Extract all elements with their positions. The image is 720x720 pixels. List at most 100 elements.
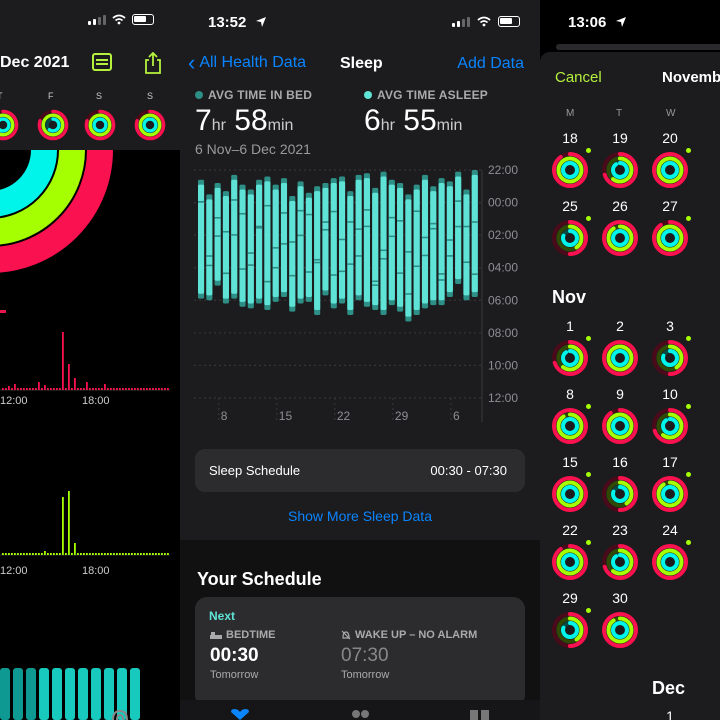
- calendar-icon[interactable]: [92, 53, 112, 71]
- calendar-day[interactable]: 1: [566, 318, 574, 334]
- activity-ring-day[interactable]: [550, 406, 590, 446]
- minutes-value: 58: [234, 104, 268, 137]
- chart-bar: [140, 553, 142, 555]
- awake-gap: [421, 254, 429, 257]
- activity-ring-day[interactable]: [650, 542, 690, 582]
- activity-ring-mini[interactable]: [133, 108, 167, 142]
- chart-bar: [23, 388, 25, 390]
- heart-icon[interactable]: [230, 709, 250, 720]
- activity-ring-day[interactable]: [550, 338, 590, 378]
- wake-up-column: WAKE UP – NO ALARM 07:30 Tomorrow: [341, 629, 477, 681]
- awake-gap: [289, 241, 296, 243]
- back-button[interactable]: ‹ All Health Data: [188, 52, 306, 74]
- x-tick-label: 22: [337, 409, 351, 423]
- asleep-bar: [280, 183, 288, 293]
- activity-ring-day[interactable]: [600, 474, 640, 514]
- share-icon[interactable]: [144, 52, 162, 74]
- cancel-button[interactable]: Cancel: [555, 69, 602, 86]
- browse-icon[interactable]: [470, 709, 490, 720]
- sleep-chart[interactable]: 22:00 00:00 02:00 04:00 06:00 08:00 10:00 12:00…: [192, 160, 540, 430]
- activity-ring-day[interactable]: [650, 406, 690, 446]
- chart-bar: [158, 553, 160, 555]
- chart-bar: [161, 388, 163, 390]
- stand-bar: [26, 668, 36, 720]
- activity-ring-day[interactable]: [550, 610, 590, 650]
- sharing-icon[interactable]: [350, 709, 370, 720]
- stand-bar: [91, 668, 101, 720]
- awake-gap: [421, 236, 429, 239]
- asleep-bar: [430, 191, 437, 301]
- activity-ring-day[interactable]: [600, 218, 640, 258]
- calendar-day[interactable]: 30: [612, 590, 628, 606]
- activity-ring-day[interactable]: [550, 150, 590, 190]
- chart-bar: [83, 553, 85, 555]
- asleep-bar: [231, 179, 238, 294]
- calendar-day[interactable]: 15: [562, 454, 578, 470]
- calendar-day[interactable]: 1: [666, 708, 674, 720]
- calendar-day[interactable]: 20: [662, 130, 678, 146]
- calendar-day[interactable]: 27: [662, 198, 678, 214]
- move-goal-marker: [0, 310, 6, 313]
- calendar-day[interactable]: 23: [612, 522, 628, 538]
- chart-bar: [140, 388, 142, 390]
- calendar-day[interactable]: 24: [662, 522, 678, 538]
- awake-gap: [397, 220, 404, 222]
- calendar-day[interactable]: 22: [562, 522, 578, 538]
- show-more-sleep-data-link[interactable]: Show More Sleep Data: [288, 508, 432, 524]
- hours-value: 6: [364, 104, 381, 137]
- activity-ring-day[interactable]: [650, 218, 690, 258]
- goal-met-dot: [686, 472, 691, 477]
- chart-bar: [128, 388, 130, 390]
- activity-ring-day[interactable]: [600, 338, 640, 378]
- next-label: Next: [209, 609, 236, 623]
- stand-bar: [13, 668, 23, 720]
- chart-bar: [11, 553, 13, 555]
- awake-gap: [339, 270, 346, 273]
- calendar-day[interactable]: 29: [562, 590, 578, 606]
- tab-bar: [180, 700, 540, 720]
- next-schedule-card[interactable]: Next BEDTIME 00:30 Tomorrow WAKE UP – NO…: [195, 597, 525, 707]
- activity-ring-day[interactable]: [550, 542, 590, 582]
- awake-gap: [471, 221, 478, 223]
- calendar-day[interactable]: 25: [562, 198, 578, 214]
- awake-gap: [380, 249, 387, 252]
- calendar-day[interactable]: 8: [566, 386, 574, 402]
- y-tick-label: 00:00: [488, 196, 518, 210]
- hours-unit: hr: [211, 117, 226, 134]
- add-data-button[interactable]: Add Data: [457, 55, 524, 72]
- chart-bar: [149, 388, 151, 390]
- activity-ring-day[interactable]: [650, 150, 690, 190]
- calendar-day[interactable]: 2: [616, 318, 624, 334]
- awake-gap: [256, 227, 263, 229]
- activity-ring-day[interactable]: [600, 150, 640, 190]
- activity-ring-day[interactable]: [650, 338, 690, 378]
- calendar-day[interactable]: 26: [612, 198, 628, 214]
- asleep-bar: [214, 187, 221, 281]
- calendar-day[interactable]: 9: [616, 386, 624, 402]
- chart-bar: [77, 388, 79, 390]
- activity-ring-day[interactable]: [550, 218, 590, 258]
- goal-met-dot: [686, 336, 691, 341]
- calendar-day[interactable]: 10: [662, 386, 678, 402]
- location-arrow-icon: [256, 17, 266, 27]
- activity-ring-mini[interactable]: [0, 108, 20, 142]
- awake-gap: [231, 234, 238, 236]
- calendar-day[interactable]: 18: [562, 130, 578, 146]
- activity-ring-day[interactable]: [600, 610, 640, 650]
- activity-ring-day[interactable]: [650, 474, 690, 514]
- chart-bar: [65, 553, 67, 555]
- activity-ring-day[interactable]: [600, 542, 640, 582]
- activity-ring-day[interactable]: [600, 406, 640, 446]
- stand-bar: [65, 668, 75, 720]
- calendar-day[interactable]: 17: [662, 454, 678, 470]
- calendar-day[interactable]: 16: [612, 454, 628, 470]
- calendar-day[interactable]: 3: [666, 318, 674, 334]
- chart-bar: [89, 388, 91, 390]
- calendar-day[interactable]: 19: [612, 130, 628, 146]
- activity-ring-day[interactable]: [550, 474, 590, 514]
- chart-bar: [95, 388, 97, 390]
- sleep-schedule-row[interactable]: Sleep Schedule 00:30 - 07:30: [195, 449, 525, 492]
- chart-bar: [50, 388, 52, 390]
- activity-ring-mini[interactable]: [36, 108, 70, 142]
- activity-ring-mini[interactable]: [83, 108, 117, 142]
